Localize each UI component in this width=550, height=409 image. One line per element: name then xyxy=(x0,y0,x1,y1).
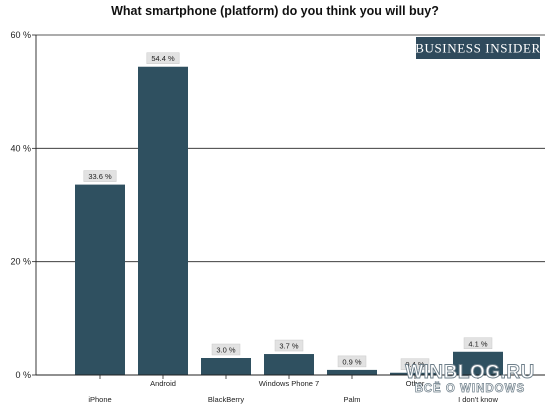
y-tick-label: 40 % xyxy=(10,143,31,153)
x-axis-tick-labels: iPhone Android BlackBerry Windows Phone 7 Pa… xyxy=(88,375,498,404)
bar xyxy=(327,369,377,375)
data-label: 33.6 % xyxy=(88,172,112,181)
data-label: 54.4 % xyxy=(151,54,175,63)
data-label-box xyxy=(400,358,430,370)
data-label: 0.9 % xyxy=(342,357,362,366)
y-axis-ticks: 0 % 20 % 40 % 60 % xyxy=(10,30,36,380)
data-label-box xyxy=(463,337,493,350)
x-tick-label: Android xyxy=(150,379,176,388)
bar xyxy=(264,354,314,375)
logo-box xyxy=(416,37,540,59)
data-label-box xyxy=(83,170,117,182)
data-label: 0.4 % xyxy=(405,360,425,369)
y-tick-label: 60 % xyxy=(10,30,31,40)
data-label-box xyxy=(337,355,367,368)
bar xyxy=(390,372,440,375)
x-tick-label: BlackBerry xyxy=(208,395,245,404)
logo-text: BUSINESS INSIDER xyxy=(415,41,541,56)
x-tick-label: iPhone xyxy=(88,395,111,404)
bars xyxy=(75,66,503,375)
chart-title: What smartphone (platform) do you think … xyxy=(111,4,439,18)
x-tick-label: Palm xyxy=(343,395,360,404)
watermark-sub-text: ВСЁ О WINDOWS xyxy=(415,382,525,395)
data-labels: 33.6 % 54.4 % 3.0 % 3.7 % 0.9 % 0.4 % 4.1 % xyxy=(83,52,493,370)
watermark: WINBLOG.RU ВСЁ О WINDOWS xyxy=(405,362,535,396)
data-label-box xyxy=(211,343,241,356)
business-insider-logo: BUSINESS INSIDER xyxy=(415,37,541,59)
bar xyxy=(201,358,251,375)
data-label-box xyxy=(146,52,180,64)
bar xyxy=(453,351,503,375)
watermark-main-text: WINBLOG.RU xyxy=(405,362,535,383)
x-tick-label: Other xyxy=(406,379,425,388)
y-tick-label: 20 % xyxy=(10,257,31,267)
data-label: 3.7 % xyxy=(279,342,299,351)
x-tick-label: I don't know xyxy=(458,395,498,404)
data-label-box xyxy=(274,339,304,352)
data-label: 3.0 % xyxy=(216,346,236,355)
data-label: 4.1 % xyxy=(468,339,488,348)
bar xyxy=(138,66,188,375)
axes xyxy=(35,35,545,376)
bar xyxy=(75,184,125,375)
x-tick-label: Windows Phone 7 xyxy=(259,379,319,388)
y-tick-label: 0 % xyxy=(15,370,31,380)
